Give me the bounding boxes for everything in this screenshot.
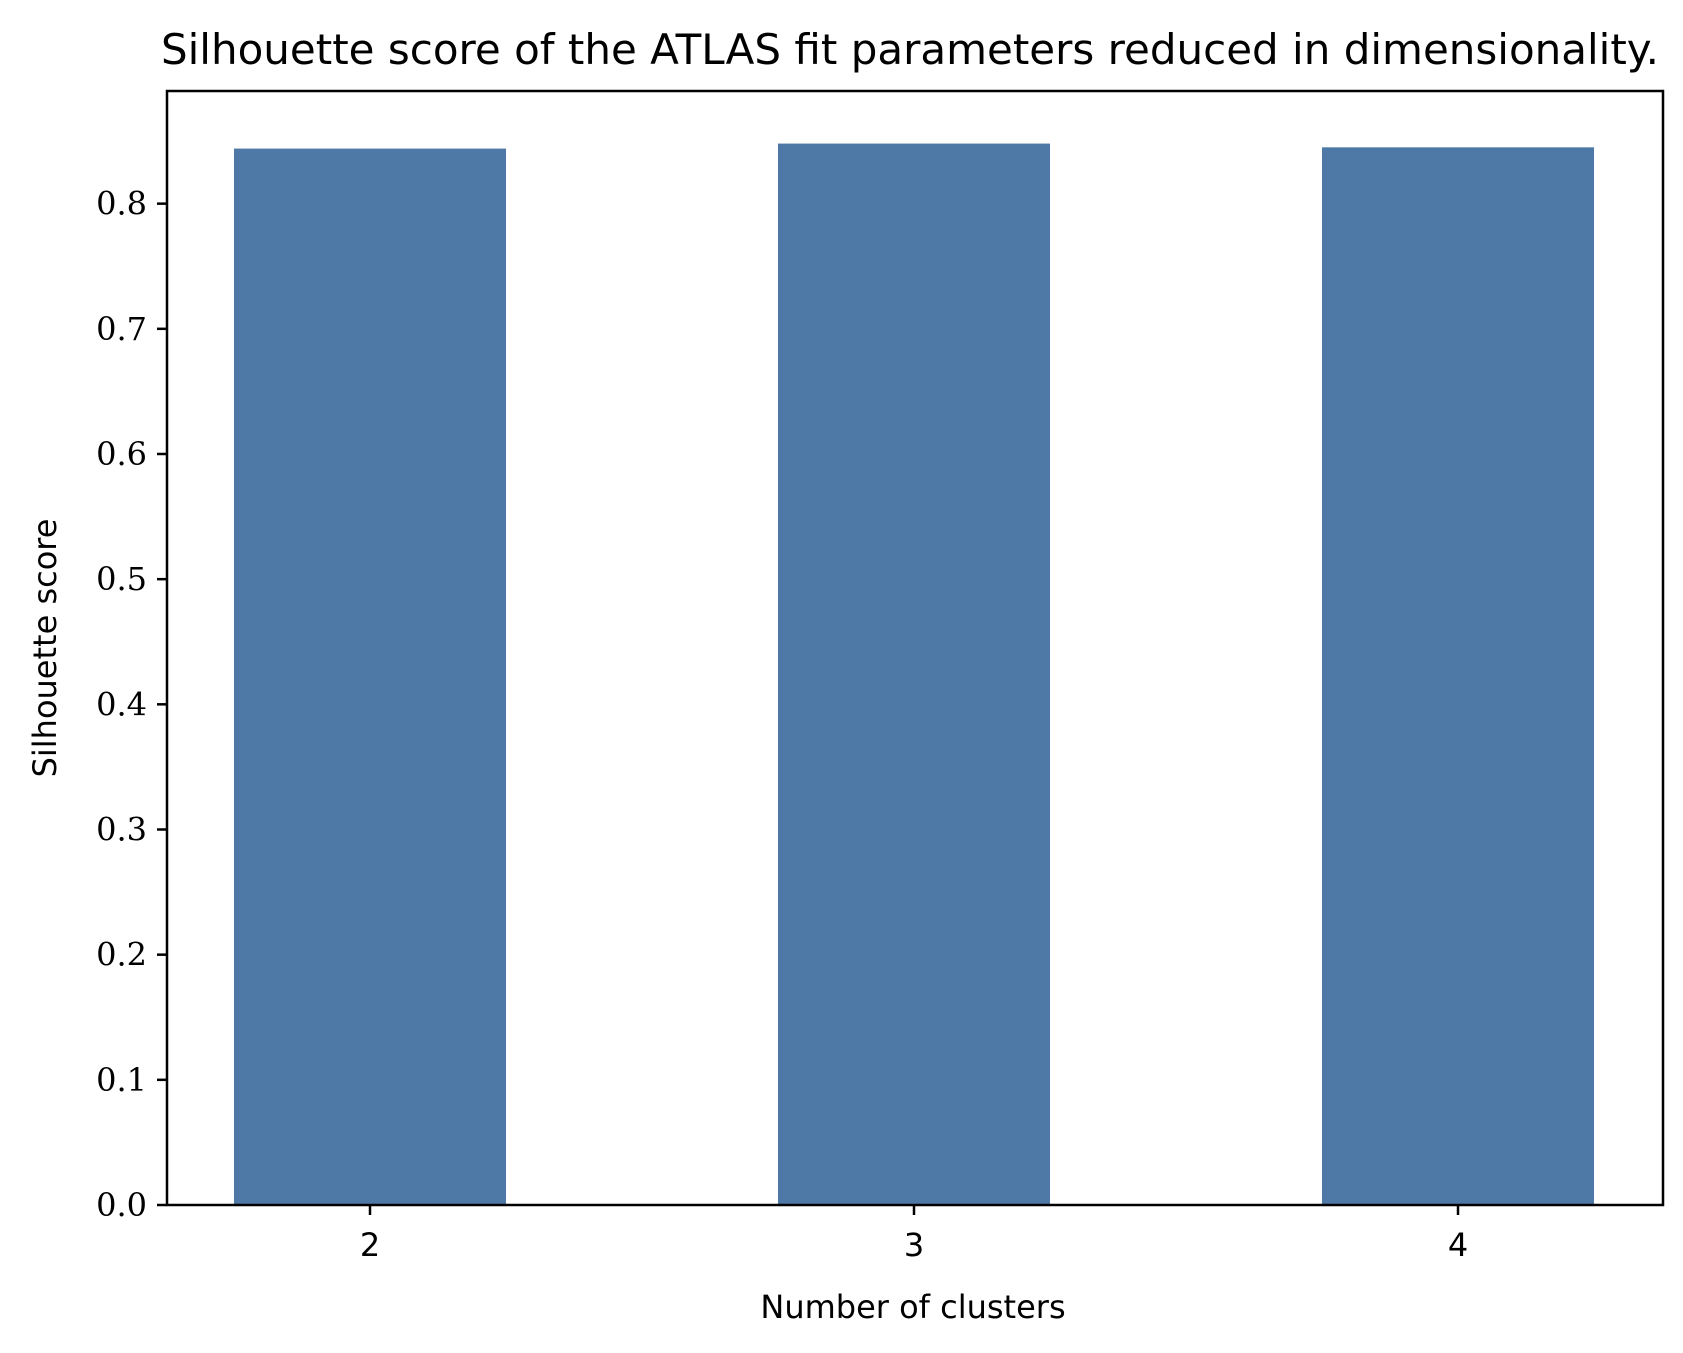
bar-3: [778, 143, 1050, 1205]
x-tick-label: 4: [1448, 1226, 1468, 1264]
bar-4: [1322, 147, 1594, 1206]
y-axis-label: Silhouette score: [26, 519, 64, 778]
y-tick-label: 0.4: [96, 685, 147, 723]
bar-2: [234, 148, 506, 1206]
y-tick-label: 0.1: [96, 1061, 147, 1099]
y-axis: 0.0 0.1 0.2 0.3 0.4 0.5 0.6 0.7 0.8: [96, 185, 167, 1224]
y-tick-label: 0.0: [96, 1186, 147, 1224]
x-axis-label: Number of clusters: [760, 1288, 1065, 1326]
y-tick-label: 0.2: [96, 936, 147, 974]
y-tick-label: 0.3: [96, 810, 147, 848]
x-tick-label: 2: [360, 1226, 380, 1264]
x-tick-label: 3: [904, 1226, 924, 1264]
chart-title: Silhouette score of the ATLAS fit parame…: [161, 25, 1659, 74]
y-tick-label: 0.5: [96, 560, 147, 598]
y-tick-label: 0.8: [96, 185, 147, 223]
y-tick-label: 0.6: [96, 435, 147, 473]
y-tick-label: 0.7: [96, 310, 147, 348]
x-axis: 2 3 4: [360, 1205, 1468, 1264]
bars-layer: [234, 143, 1594, 1206]
